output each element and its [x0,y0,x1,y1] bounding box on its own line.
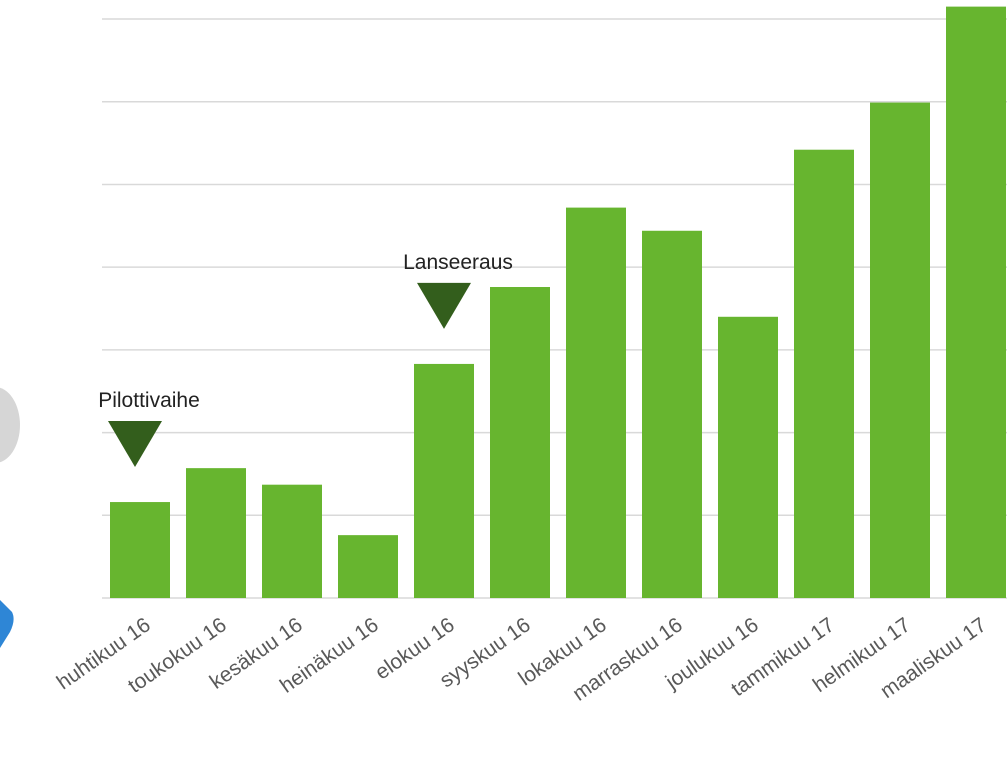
bar [338,535,398,598]
bar [110,502,170,598]
annotation-marker [417,282,471,329]
bar [718,316,778,598]
decoration [0,600,14,648]
bar [642,230,702,598]
annotation: Lanseeraus [403,251,513,274]
bar [794,149,854,598]
decoration [0,387,20,463]
bar [566,207,626,598]
bar [870,102,930,598]
bar [414,363,474,598]
bar [490,287,550,598]
bar [186,468,246,598]
annotation: Pilottivaihe [98,389,200,412]
annotation-marker [108,421,162,468]
bar [262,484,322,598]
bar [946,6,1006,598]
